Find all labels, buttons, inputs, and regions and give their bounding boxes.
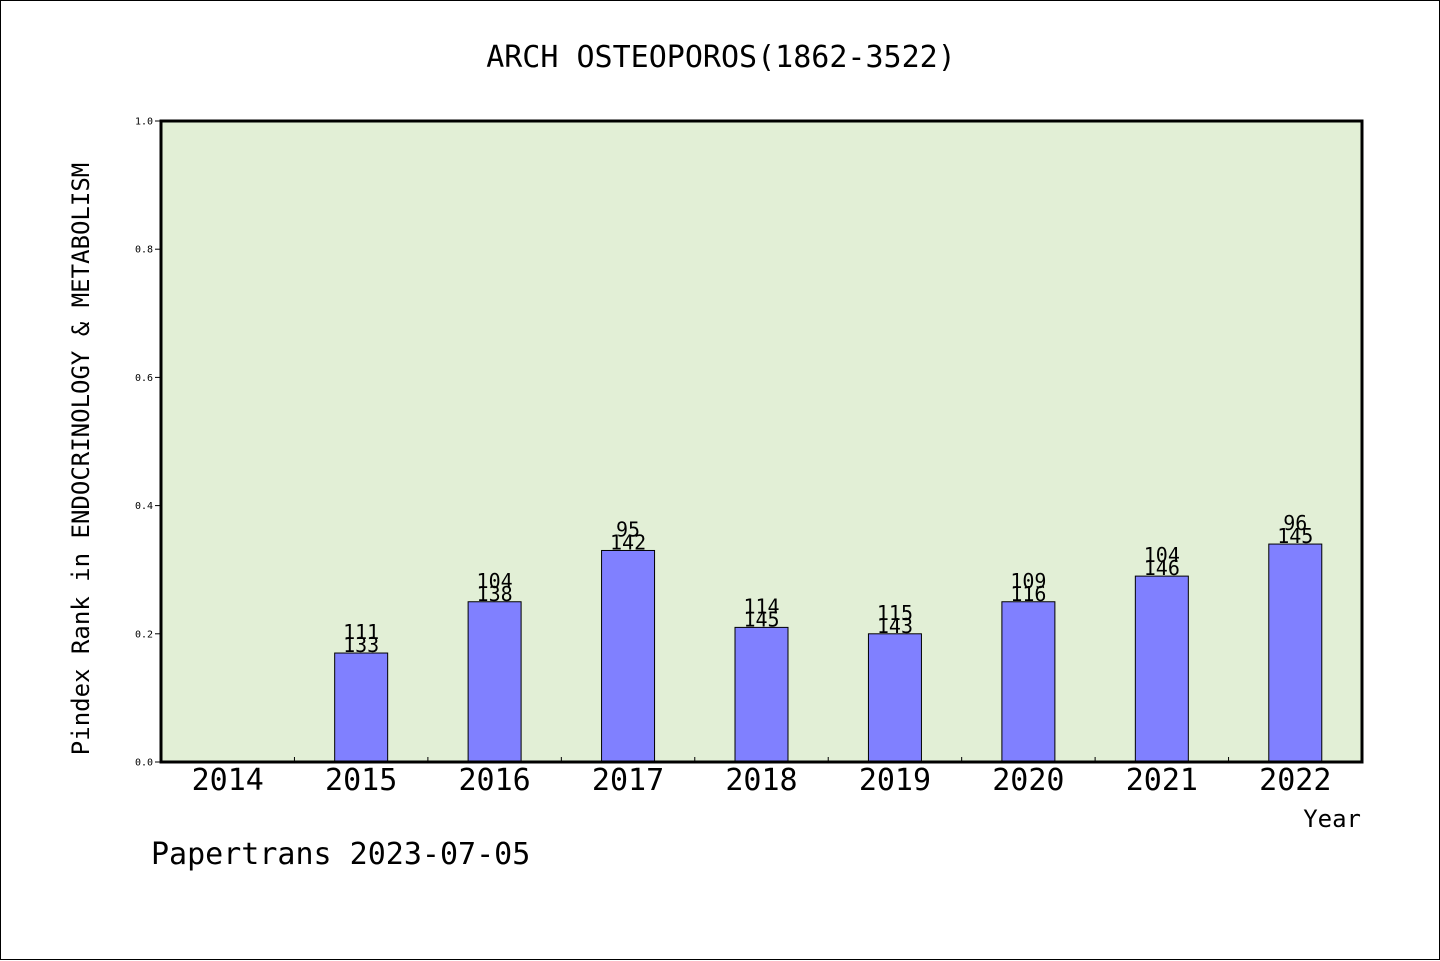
y-axis-label: Pindex Rank in ENDOCRINOLOGY & METABOLIS… — [67, 163, 95, 755]
bar-label-bottom: 142 — [610, 530, 646, 554]
bars — [334, 543, 1323, 763]
footer-credit: Papertrans 2023-07-05 — [151, 837, 530, 872]
x-tick-label: 2017 — [592, 763, 664, 798]
x-tick-label: 2015 — [325, 763, 397, 798]
bar-label-top: 115 — [877, 601, 913, 625]
y-tick-label: 1.0 — [135, 117, 153, 128]
bar-label-bottom: 143 — [877, 614, 913, 638]
y-tick-label: 0.0 — [135, 758, 153, 769]
bar-label-top: 96 — [1283, 511, 1307, 535]
bar-label-top: 95 — [616, 517, 640, 541]
y-tick-label: 0.8 — [135, 245, 153, 256]
bar-label-bottom: 138 — [477, 582, 513, 606]
bar-label-bottom: 145 — [1277, 524, 1313, 548]
bar-label-bottom: 133 — [343, 633, 379, 657]
x-tick-label: 2014 — [192, 763, 264, 798]
chart-title: ARCH OSTEOPOROS(1862-3522) — [486, 40, 956, 75]
bar — [1268, 543, 1323, 763]
bar-label-top: 114 — [743, 594, 779, 618]
x-tick-label: 2019 — [859, 763, 931, 798]
bar-label-bottom: 145 — [743, 607, 779, 631]
bar — [601, 549, 656, 763]
bar-label-top: 111 — [343, 620, 379, 644]
bar — [334, 652, 389, 763]
bar-label-top: 104 — [1144, 543, 1180, 567]
y-tick-label: 0.6 — [135, 373, 153, 384]
y-tick-label: 0.4 — [135, 501, 153, 512]
x-axis: 2014 2015 2016 2017 2018 2019 2020 2021 2022 — [192, 757, 1331, 798]
bar — [734, 626, 789, 763]
x-tick-label: 2022 — [1259, 763, 1331, 798]
bar — [1134, 575, 1189, 763]
x-tick-label: 2016 — [458, 763, 530, 798]
y-axis: 0.0 0.2 0.4 0.6 0.8 1.0 — [135, 117, 161, 769]
x-tick-label: 2018 — [725, 763, 797, 798]
bar — [467, 601, 522, 763]
bar-label-bottom: 116 — [1010, 582, 1046, 606]
bar-label-top: 104 — [477, 569, 513, 593]
x-tick-label: 2020 — [992, 763, 1064, 798]
plot-border — [159, 119, 1364, 764]
y-tick-label: 0.2 — [135, 629, 153, 640]
bar — [1001, 601, 1056, 763]
bar — [867, 633, 922, 763]
bar-label-bottom: 146 — [1144, 556, 1180, 580]
x-tick-label: 2021 — [1126, 763, 1198, 798]
bar-label-top: 109 — [1010, 569, 1046, 593]
x-axis-label: Year — [1303, 805, 1361, 833]
